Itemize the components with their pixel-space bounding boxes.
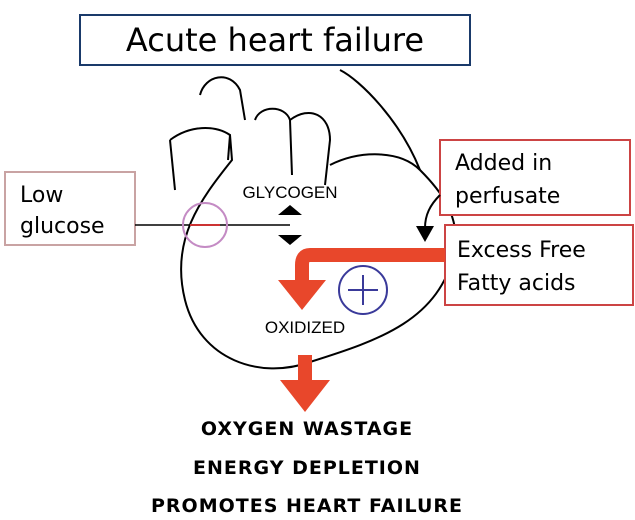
- excess-label: Fatty acids: [457, 271, 576, 296]
- low-glucose-label: Low: [20, 183, 63, 208]
- outcome: ENERGY DEPLETION: [193, 457, 421, 479]
- title-box: [79, 14, 471, 66]
- arrow-line: [424, 194, 441, 229]
- down-arrow-head: [280, 380, 330, 412]
- low-glucose-box: [4, 171, 136, 246]
- minus-circle: [182, 202, 228, 248]
- low-glucose-label: glucose: [20, 214, 105, 239]
- title: Acute heart failure: [126, 21, 424, 59]
- red-arrow: [295, 248, 445, 282]
- added-label: Added in: [455, 151, 552, 176]
- oxidized-label: OXIDIZED: [265, 318, 345, 337]
- outcome: PROMOTES HEART FAILURE: [151, 495, 463, 517]
- added-label: perfusate: [455, 184, 560, 209]
- down-arrow: [298, 355, 312, 383]
- arrow-head: [416, 226, 434, 242]
- excess-box: [444, 224, 634, 306]
- red-arrow-head: [278, 280, 326, 310]
- excess-label: Excess Free: [457, 238, 586, 263]
- outcome: OXYGEN WASTAGE: [201, 418, 413, 440]
- plus-sign: [348, 275, 378, 305]
- double-arrow: [278, 205, 302, 245]
- glycogen-label: GLYCOGEN: [242, 183, 337, 202]
- added-box: [439, 139, 631, 216]
